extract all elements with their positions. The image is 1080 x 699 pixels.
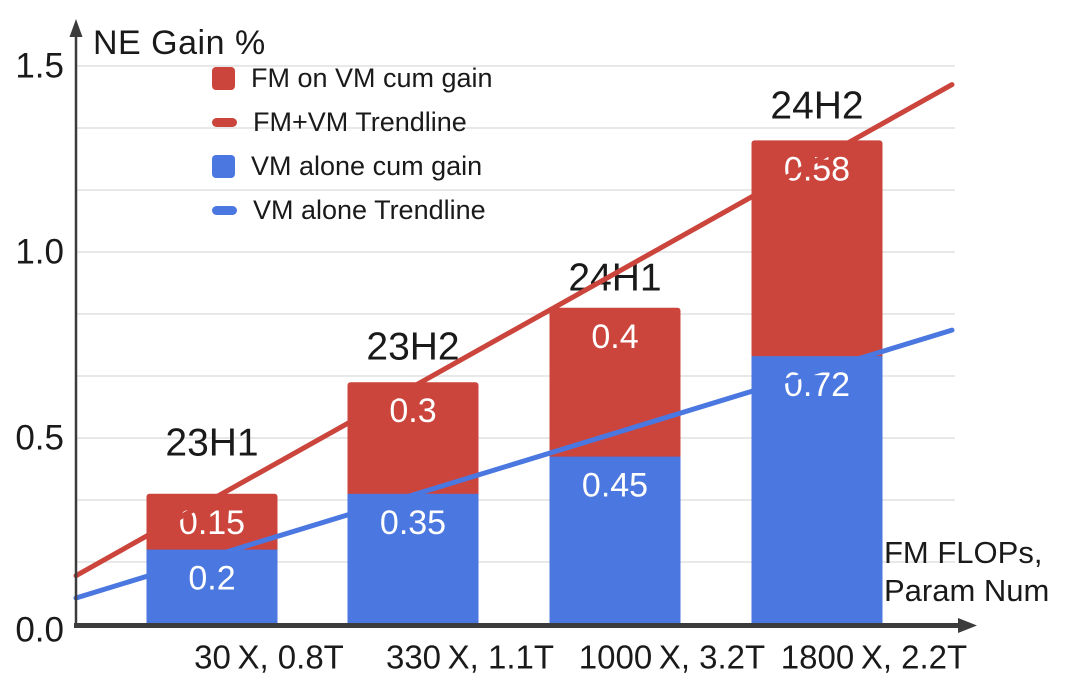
trendline-fm-vm: [73, 82, 955, 579]
legend-swatch-blue-dash-icon: [212, 205, 237, 215]
y-tick-label: 0.5: [15, 419, 64, 458]
legend-swatch-red-square-icon: [212, 66, 235, 90]
bar-segment-fm-on-vm: [751, 140, 883, 361]
bar-segment-vm-alone: [549, 456, 681, 624]
legend-item-label: FM+VM Trendline: [253, 106, 467, 137]
bar-segment-vm-alone: [146, 549, 278, 624]
bar-value-label-vm: 0.45: [582, 467, 648, 505]
x-axis-title: FM FLOPs, Param Num: [884, 534, 1049, 610]
x-tick-label: 1000 X, 3.2T: [579, 639, 765, 676]
bar-value-label-fm: 0.15: [179, 504, 245, 542]
legend-item-fm-on-vm: FM on VM cum gain: [212, 62, 493, 93]
x-axis-arrow-icon: [958, 618, 977, 633]
x-tick-label: 1800 X, 2.2T: [781, 639, 967, 676]
legend-swatch-blue-square-icon: [212, 154, 235, 178]
bar-segment-fm-on-vm: [146, 493, 278, 554]
legend: FM on VM cum gain FM+VM Trendline VM alo…: [212, 62, 493, 240]
y-tick-label: 0.0: [15, 611, 64, 650]
bar-segment-vm-alone: [347, 493, 479, 624]
legend-item-vm-alone: VM alone cum gain: [212, 150, 493, 181]
legend-item-label: FM on VM cum gain: [251, 62, 493, 93]
legend-item-label: VM alone Trendline: [253, 194, 486, 225]
y-tick-label: 1.0: [15, 233, 64, 272]
legend-item-vm-alone-trendline: VM alone Trendline: [212, 194, 493, 225]
bar-period-label: 24H2: [770, 85, 863, 128]
bar-period-label: 23H2: [366, 326, 459, 369]
x-tick-label: 30 X, 0.8T: [194, 639, 344, 676]
trendline-vm-alone: [73, 327, 955, 601]
x-axis-title-line2: Param Num: [884, 573, 1050, 608]
bar-value-label-fm: 0.4: [591, 318, 638, 356]
x-tick-label: 330 X, 1.1T: [386, 639, 554, 676]
bar-segment-fm-on-vm: [347, 382, 479, 498]
y-tick-label: 1.5: [15, 47, 64, 86]
y-axis-title: NE Gain %: [93, 24, 266, 62]
bar-value-label-vm: 0.35: [380, 504, 446, 542]
bar-value-label-fm: 0.3: [389, 392, 436, 430]
legend-item-fm-vm-trendline: FM+VM Trendline: [212, 106, 493, 137]
bar-segment-vm-alone: [751, 356, 883, 624]
bar-period-label: 23H1: [165, 422, 258, 465]
legend-item-label: VM alone cum gain: [251, 150, 483, 181]
y-axis-arrow-icon: [69, 19, 83, 37]
legend-swatch-red-dash-icon: [212, 117, 237, 127]
bar-value-label-fm: 0.58: [784, 150, 850, 188]
bar-value-label-vm: 0.2: [188, 560, 235, 598]
x-axis-title-line1: FM FLOPs,: [884, 535, 1043, 570]
